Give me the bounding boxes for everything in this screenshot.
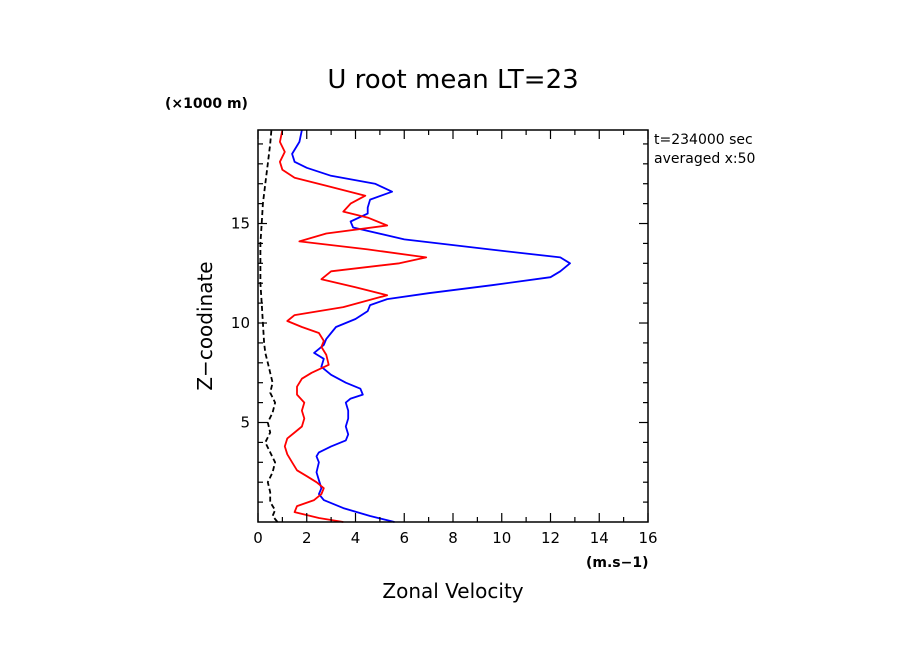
x-tick-label: 10: [492, 529, 511, 547]
x-unit-label: (m.s−1): [586, 555, 649, 571]
y-tick-label: 10: [231, 314, 250, 332]
x-tick-label: 6: [399, 529, 409, 547]
x-tick-label: 2: [302, 529, 312, 547]
series-line-1: [279, 129, 428, 523]
x-tick-label: 12: [541, 529, 560, 547]
annotation-clip-mask: [775, 145, 815, 170]
series-line-2: [259, 129, 279, 523]
x-tick-label: 14: [590, 529, 609, 547]
y-unit-label: (×1000 m): [165, 96, 248, 112]
series-layer: [259, 129, 571, 523]
y-tick-label: 15: [231, 215, 250, 233]
x-tick-label: 8: [448, 529, 458, 547]
series-line-0: [291, 129, 571, 523]
tick-layer: 0 2 4 6 8 10 12 14 16 5 10 15: [231, 130, 658, 547]
averaged-annotation: averaged x:50: [654, 151, 755, 167]
x-tick-label: 16: [638, 529, 657, 547]
x-tick-label: 0: [253, 529, 263, 547]
x-tick-label: 4: [351, 529, 361, 547]
time-annotation: t=234000 sec: [654, 132, 753, 148]
chart-title: U root mean LT=23: [327, 65, 578, 95]
x-axis-title: Zonal Velocity: [382, 579, 523, 603]
plot-frame: [257, 129, 649, 523]
y-axis-title: Z−coodinate: [193, 261, 217, 390]
y-tick-label: 5: [240, 414, 250, 432]
